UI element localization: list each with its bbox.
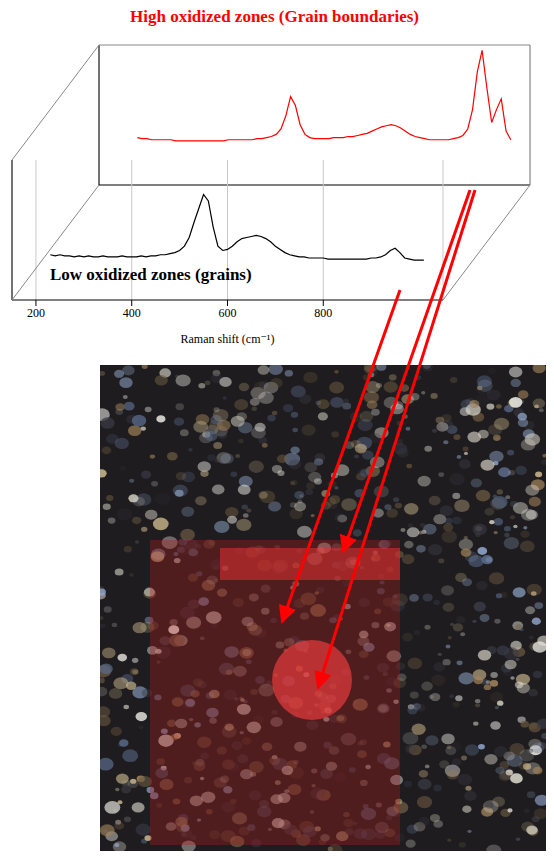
svg-text:800: 800: [314, 306, 332, 320]
html-text:Low oxidized zones (grains): Low oxidized zones (grains): [50, 265, 252, 284]
svg-text:400: 400: [123, 306, 141, 320]
svg-text:Raman shift (cm⁻¹): Raman shift (cm⁻¹): [181, 332, 275, 346]
html-text:High oxidized zones (Grain bou: High oxidized zones (Grain boundaries): [130, 7, 419, 26]
svg-text:600: 600: [219, 306, 237, 320]
svg-text:200: 200: [27, 306, 45, 320]
